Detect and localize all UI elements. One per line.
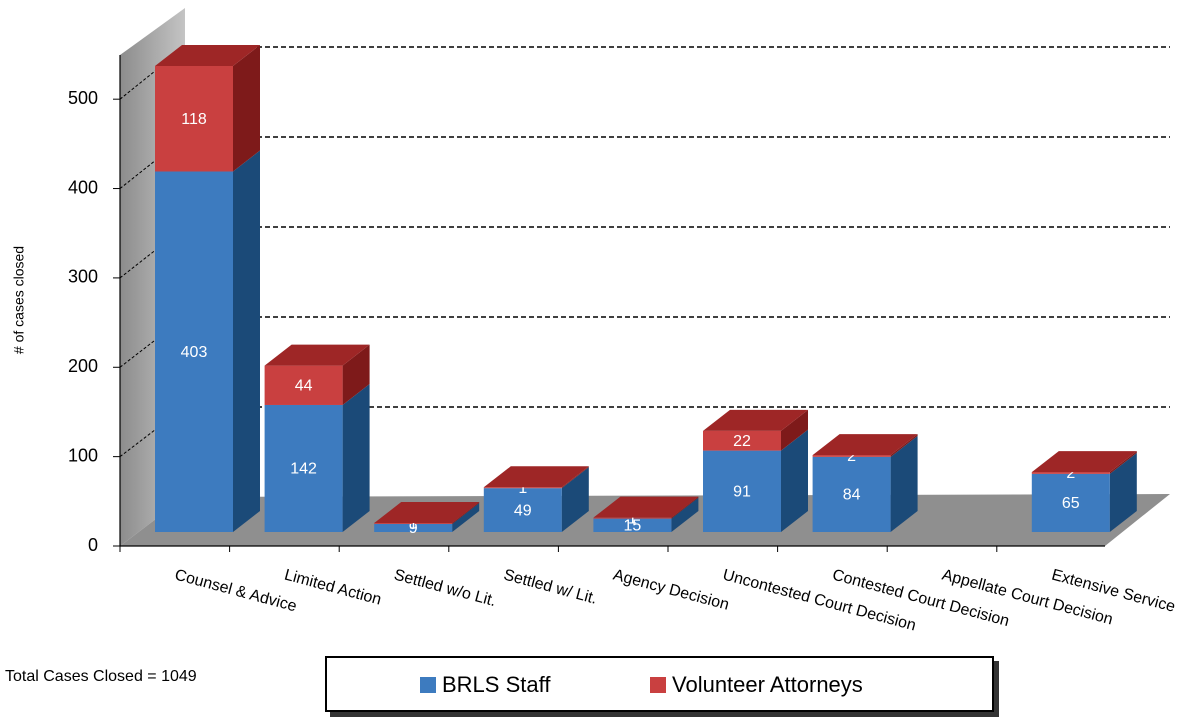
bar-segment [703,450,781,532]
bar-side [561,466,589,489]
bar-segment [264,365,343,405]
grid-line [119,316,186,368]
bar-side [342,344,370,405]
y-tick-label: 0 [88,535,98,555]
bar-segment [593,517,672,519]
x-tick-label: Uncontested Court Decision [721,567,918,635]
data-label: 1 [409,516,418,533]
bar-side [671,496,699,519]
bar-segment [374,523,453,524]
grid-line [119,46,186,100]
bar-side [671,497,699,532]
bar-segment [155,171,233,533]
data-label: 142 [290,461,317,478]
bar-side [233,150,260,533]
bar-segment [1031,473,1110,532]
data-label: 49 [514,502,532,519]
legend-items: BRLS Staff Volunteer Attorneys [420,672,863,697]
bar-side [890,435,918,532]
data-label: 1 [518,480,527,497]
y-axis-label: # of cases closed [11,246,27,354]
bar-side [342,383,370,532]
data-label: 118 [181,111,207,128]
bar-segment [374,523,453,532]
data-label: 2 [847,448,856,465]
bar-side [1109,451,1137,474]
bar-segment [703,430,781,451]
bar-side [781,429,808,532]
bar-segment [1031,472,1110,474]
bar-side [781,409,808,451]
bar-segment [593,518,672,532]
bar-top [593,496,699,518]
data-label: 65 [1062,495,1080,512]
x-tick-label: Contested Court Decision [830,567,1011,631]
x-tick-label: Settled w/ Lit. [502,567,599,608]
bar-top [155,44,260,66]
bar-top [483,466,589,488]
x-tick-label: Agency Decision [611,567,731,614]
grid-line [119,136,186,189]
bar-segment [812,456,891,532]
data-label: 15 [624,518,642,535]
data-label: 2 [1066,465,1075,482]
bar-top [374,502,480,524]
bar-segment [483,488,562,532]
y-tick-label: 400 [68,177,98,197]
bar-top [1031,451,1137,473]
data-label: 1 [628,510,637,527]
legend-label: BRLS Staff [442,672,551,697]
bar-top [264,344,370,366]
bar-side [233,44,260,172]
bar-side [561,467,589,532]
x-tick-label: Limited Action [282,567,383,609]
data-label: 84 [843,487,861,504]
y-tick-label: 200 [68,356,98,376]
bar-side [890,434,918,457]
bar-side [1109,452,1137,532]
y-tick-label: 100 [68,445,98,465]
bar-side [452,502,480,524]
data-label: 9 [409,520,418,537]
grid-line [119,406,186,458]
y-tick-label: 300 [68,267,98,287]
bar-segment [483,487,562,489]
grid-line [119,226,186,279]
bar-side [452,502,480,532]
data-label: 403 [181,344,208,361]
x-tick-label: Settled w/o Lit. [392,567,498,611]
data-label: 22 [733,433,751,450]
annotation: Total Cases Closed = 1049 [5,668,197,685]
bar-top [703,409,808,431]
legend-label: Volunteer Attorneys [672,672,863,697]
x-tick-label: Counsel & Advice [173,567,299,616]
data-label: 91 [733,484,751,501]
bar-segment [264,404,343,532]
bar-segment [155,65,233,172]
data-label: 44 [295,378,313,395]
bar-top [812,434,918,456]
y-tick-label: 500 [68,88,98,108]
legend-swatch [650,677,666,693]
legend-swatch [420,677,436,693]
bar-segment [812,455,891,457]
